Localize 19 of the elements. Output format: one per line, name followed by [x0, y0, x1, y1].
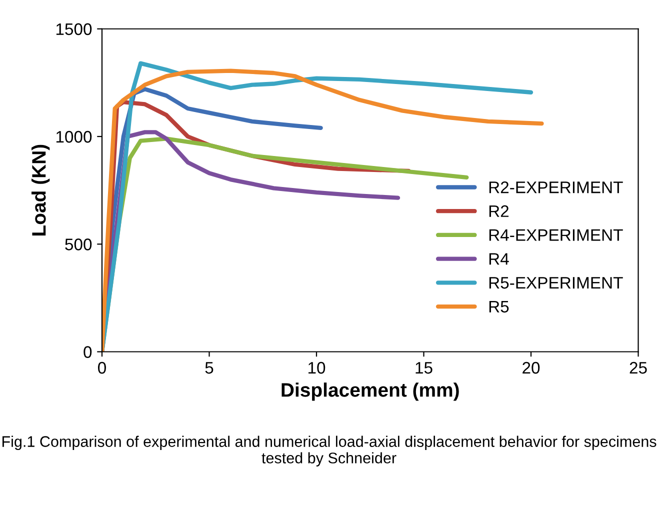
x-tick-label: 20 — [522, 362, 540, 374]
y-tick-label: 500 — [65, 238, 92, 250]
legend-label: R5-EXPERIMENT — [489, 277, 623, 289]
caption: Fig.1 Comparison of experimental and numerical load-axial displacement behavior for specimens tested by Schneider — [2, 436, 656, 466]
x-tick-label: 25 — [630, 362, 647, 374]
x-tick-label: 10 — [308, 362, 326, 374]
y-tick-label: 1000 — [56, 130, 92, 143]
legend-label: R2-EXPERIMENT — [489, 181, 623, 194]
x-axis-title: Displacement (mm) — [282, 382, 459, 401]
x-tick-label: 15 — [416, 362, 432, 374]
y-tick-label: 1500 — [56, 23, 92, 36]
legend-label: R2 — [489, 205, 509, 217]
x-tick-label: 0 — [98, 362, 106, 374]
legend-label: R5 — [489, 300, 509, 313]
legend-label: R4-EXPERIMENT — [489, 229, 623, 241]
legend-label: R4 — [489, 253, 509, 265]
y-tick-label: 0 — [84, 346, 92, 358]
y-axis-title: Load (KN) — [32, 144, 50, 236]
x-tick-label: 5 — [205, 362, 214, 374]
